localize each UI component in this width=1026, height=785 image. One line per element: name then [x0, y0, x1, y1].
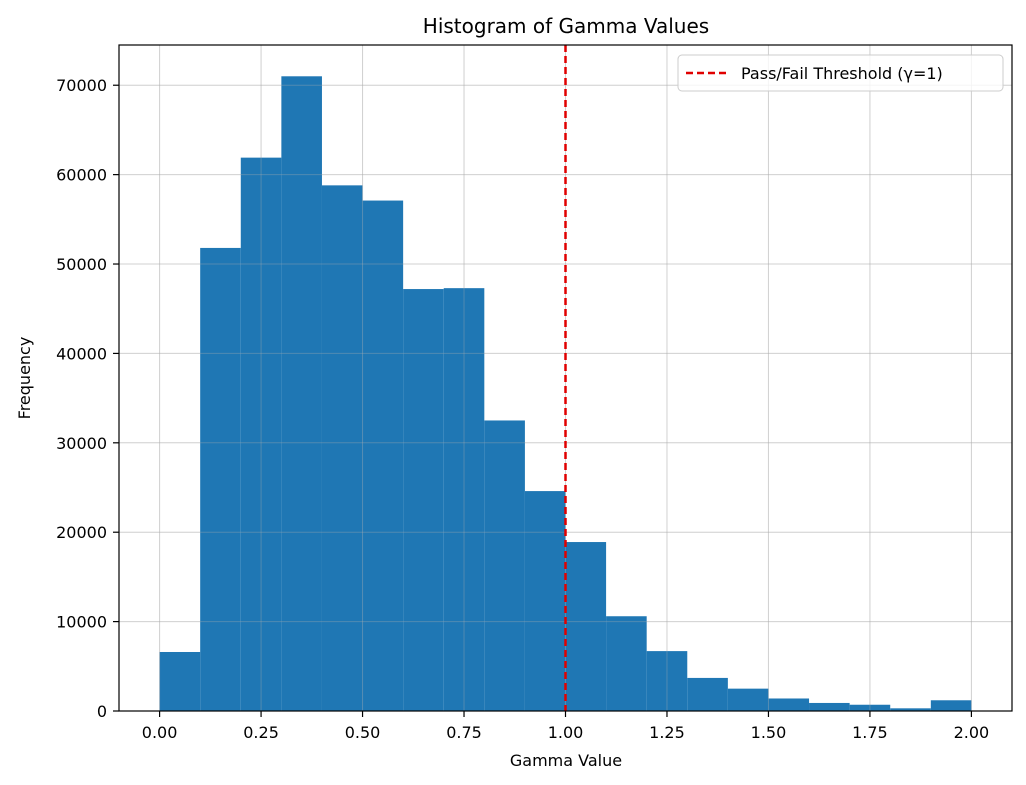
histogram-bar — [768, 698, 810, 711]
x-tick-label: 0.00 — [142, 723, 178, 742]
y-tick-label: 20000 — [56, 523, 107, 542]
histogram-bar — [565, 542, 607, 711]
histogram-bar — [403, 289, 444, 711]
x-tick-label: 0.50 — [345, 723, 381, 742]
x-tick-label: 1.50 — [751, 723, 787, 742]
x-tick-label: 0.25 — [243, 723, 279, 742]
y-tick-label: 70000 — [56, 76, 107, 95]
histogram-bar — [321, 185, 363, 711]
x-tick-label: 2.00 — [954, 723, 990, 742]
y-tick-label: 0 — [97, 702, 107, 721]
histogram-bar — [200, 247, 241, 711]
histogram-bar — [809, 702, 850, 711]
histogram-bars — [159, 76, 972, 712]
histogram-bar — [443, 288, 485, 711]
y-tick-label: 30000 — [56, 434, 107, 453]
y-tick-label: 40000 — [56, 344, 107, 363]
histogram-bar — [524, 491, 566, 711]
histogram-bar — [240, 157, 282, 712]
x-axis-ticks: 0.00 0.25 0.50 0.75 1.00 1.25 1.50 1.75 2.00 — [142, 711, 989, 742]
y-tick-label: 10000 — [56, 613, 107, 632]
chart-title: Histogram of Gamma Values — [423, 14, 709, 38]
y-tick-label: 50000 — [56, 255, 107, 274]
histogram-bar — [484, 420, 525, 711]
y-tick-label: 60000 — [56, 166, 107, 185]
histogram-bar — [362, 200, 404, 711]
x-tick-label: 1.75 — [852, 723, 888, 742]
legend-box — [677, 54, 1004, 92]
histogram-bar — [646, 651, 688, 711]
histogram-bar — [890, 708, 931, 711]
histogram-bar — [159, 651, 201, 711]
histogram-bar — [930, 700, 972, 711]
legend-threshold-label: Pass/Fail Threshold (γ=1) — [741, 64, 943, 83]
histogram-bar — [687, 677, 728, 711]
x-tick-label: 1.25 — [649, 723, 685, 742]
histogram-bar — [281, 76, 322, 712]
histogram-bar — [727, 688, 769, 711]
y-axis-ticks: 0 10000 20000 30000 40000 50000 60000 70000 — [56, 76, 119, 721]
legend: Pass/Fail Threshold (γ=1) — [677, 54, 1004, 92]
histogram-bar — [849, 704, 891, 711]
y-axis-label: Frequency — [15, 337, 34, 420]
x-tick-label: 0.75 — [446, 723, 482, 742]
x-axis-label: Gamma Value — [510, 751, 622, 770]
x-tick-label: 1.00 — [548, 723, 584, 742]
histogram-bar — [606, 616, 647, 711]
